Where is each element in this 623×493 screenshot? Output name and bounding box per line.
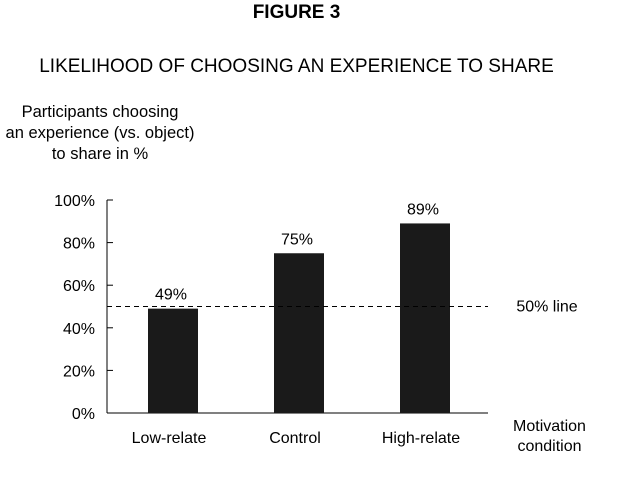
bar-control: [274, 253, 324, 413]
data-label-control: 75%: [281, 231, 313, 248]
y-axis-label-line-1: Participants choosing: [21, 103, 179, 121]
x-tick-label-high-relate: High-relate: [382, 430, 460, 447]
data-label-low-relate: 49%: [155, 287, 187, 304]
y-tick-label-80: 80%: [63, 236, 95, 253]
y-axis-label: Participants choosing an experience (vs.…: [0, 102, 200, 165]
bar-high-relate: [400, 223, 450, 413]
y-tick-label-60: 60%: [63, 278, 95, 295]
y-axis-label-line-2: an experience (vs. object): [5, 124, 195, 142]
x-axis-label-line-1: Motivation: [513, 418, 586, 435]
chart-title: LIKELIHOOD OF CHOOSING AN EXPERIENCE TO …: [39, 56, 554, 77]
x-tick-label-control: Control: [269, 430, 321, 447]
figure-label: FIGURE 3: [252, 2, 341, 23]
y-tick-label-0: 0%: [72, 406, 95, 423]
y-axis-label-line-3: to share in %: [51, 145, 149, 163]
data-label-high-relate: 89%: [407, 201, 439, 218]
x-axis-label: Motivation condition: [492, 417, 607, 457]
y-tick-label-40: 40%: [63, 321, 95, 338]
bar-low-relate: [148, 308, 198, 413]
reference-line-label: 50% line: [516, 299, 577, 316]
y-tick-label-100: 100%: [54, 193, 95, 210]
y-tick-label-20: 20%: [63, 363, 95, 380]
x-tick-label-low-relate: Low-relate: [132, 430, 207, 447]
x-axis-label-line-2: condition: [517, 438, 582, 455]
